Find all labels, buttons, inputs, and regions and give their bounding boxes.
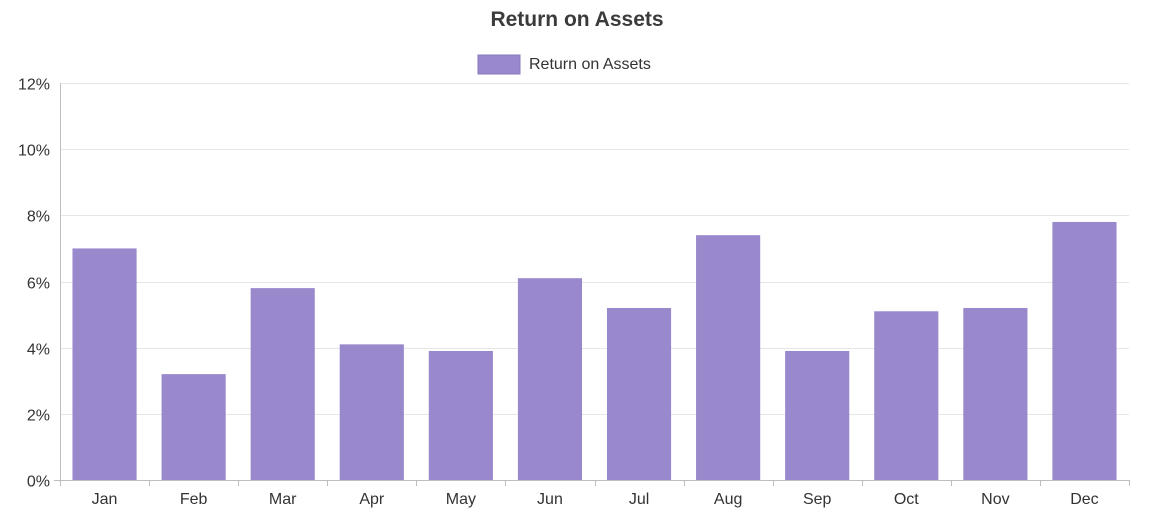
y-axis-ticks: 0% 2% 4% 6% 8% 10% 12%: [18, 77, 50, 491]
bars: [72, 221, 1117, 480]
y-tick-label: 6%: [27, 276, 50, 293]
bar-feb[interactable]: [161, 374, 226, 480]
y-tick-label: 12%: [18, 77, 50, 94]
y-tick-label: 0%: [27, 474, 50, 491]
y-tick-label: 8%: [27, 209, 50, 226]
y-tick-label: 10%: [18, 143, 50, 160]
x-tick-label: Aug: [714, 491, 742, 508]
y-tick-label: 2%: [27, 408, 50, 425]
bar-dec[interactable]: [1052, 221, 1117, 480]
bar-apr[interactable]: [339, 344, 404, 480]
bar-jun[interactable]: [517, 278, 583, 480]
bar-sep[interactable]: [785, 350, 850, 480]
x-tick-label: Jun: [537, 491, 563, 508]
bar-oct[interactable]: [874, 311, 939, 480]
x-tick-label: Sep: [803, 491, 832, 508]
legend-label: Return on Assets: [529, 56, 651, 73]
x-tick-label: Nov: [981, 491, 1009, 508]
bar-jul[interactable]: [606, 307, 672, 480]
chart-title: Return on Assets: [490, 8, 663, 31]
axes: [54, 83, 1130, 486]
legend-swatch: [477, 54, 521, 75]
x-tick-label: Jan: [92, 491, 118, 508]
x-tick-label: May: [446, 491, 476, 508]
x-axis-ticks: Jan Feb Mar Apr May Jun Jul Aug Sep Oct Nov Dec: [92, 491, 1099, 508]
bar-nov[interactable]: [963, 307, 1028, 480]
x-tick-label: Oct: [894, 491, 919, 508]
bar-jan[interactable]: [72, 248, 137, 480]
bar-may[interactable]: [428, 350, 493, 480]
x-tick-label: Feb: [180, 491, 208, 508]
x-tick-label: Dec: [1070, 491, 1098, 508]
grid-lines: [60, 83, 1129, 415]
y-tick-label: 4%: [27, 342, 50, 359]
legend: Return on Assets: [477, 54, 651, 75]
x-tick-label: Mar: [269, 491, 297, 508]
bar-aug[interactable]: [696, 235, 761, 480]
bar-mar[interactable]: [250, 288, 315, 480]
x-tick-label: Jul: [629, 491, 649, 508]
x-tick-label: Apr: [359, 491, 385, 508]
